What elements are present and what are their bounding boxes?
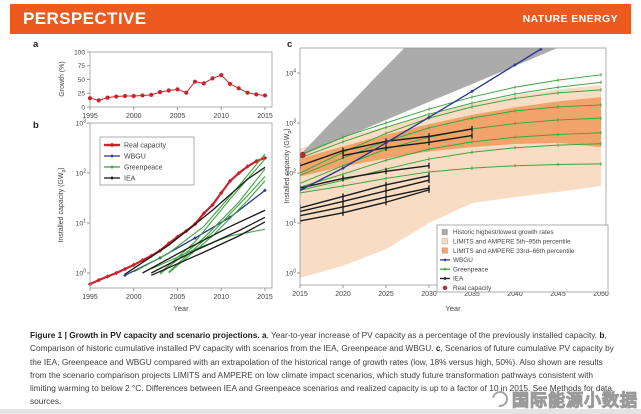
series-iea-4: [150, 221, 266, 276]
svg-text:25: 25: [78, 91, 86, 98]
svg-text:100: 100: [74, 49, 85, 56]
panel-label-a: a: [33, 39, 39, 50]
svg-text:2035: 2035: [464, 291, 480, 298]
legend-item-label: Real capacity: [453, 285, 492, 292]
svg-text:103: 103: [286, 119, 297, 128]
series-iea-c5: [300, 179, 430, 213]
svg-text:102: 102: [286, 169, 297, 178]
x-axis-label: Year: [445, 304, 461, 313]
svg-text:2020: 2020: [335, 291, 351, 298]
band-limits-ampere-33-66-percentile: [300, 97, 601, 177]
plot-frame: [89, 51, 273, 108]
svg-text:2030: 2030: [421, 291, 437, 298]
series-greenpeace-6: [151, 228, 266, 270]
series-greenpeace-3: [159, 168, 266, 275]
svg-text:101: 101: [76, 219, 87, 228]
svg-text:103: 103: [76, 119, 87, 128]
series-greenpeace-4: [168, 176, 266, 273]
svg-text:2005: 2005: [170, 294, 186, 301]
series-iea-c4: [300, 175, 430, 209]
panel-label-b: b: [33, 120, 39, 131]
series-iea-c7: [300, 189, 430, 222]
journal-name: NATURE ENERGY: [522, 13, 618, 25]
svg-text:101: 101: [286, 219, 297, 228]
svg-text:2000: 2000: [126, 113, 142, 120]
svg-text:2000: 2000: [126, 294, 142, 301]
panel-b-legend: Real capacity WBGU Greenpeace IEA: [99, 136, 195, 186]
plot-frame: [89, 122, 273, 289]
legend-item-label: Historic highest/lowest growth rates: [453, 229, 554, 236]
journal-header: PERSPECTIVE NATURE ENERGY: [10, 4, 631, 34]
svg-text:2005: 2005: [170, 113, 186, 120]
y-axis-label: Installed capacity (GWp): [58, 167, 67, 242]
svg-text:0: 0: [81, 104, 85, 111]
bottom-strip: [0, 409, 641, 414]
legend-item-label: IEA: [453, 276, 464, 283]
series-iea-3: [150, 216, 266, 274]
panel-label-c: c: [287, 39, 292, 50]
series-greenpeace-1: [133, 153, 266, 273]
panel-a: 0 25 50 75 100 1995 2000 2005 2010 2015 Growth (%)…: [33, 39, 273, 120]
svg-text:75: 75: [78, 63, 86, 70]
legend-item-label: Real capacity: [124, 142, 167, 149]
svg-text:100: 100: [286, 269, 297, 278]
panel-c-legend: Historic highest/lowest growth rates LIMI…: [436, 224, 609, 293]
series-greenpeace-c4: [300, 104, 602, 176]
svg-text:2010: 2010: [213, 113, 229, 120]
series-greenpeace-c8: [300, 163, 602, 194]
panel-b: 100 101 102 103 1995 2000 2005 2010 2015 Year Inst…: [33, 119, 273, 314]
svg-text:2045: 2045: [550, 291, 566, 298]
svg-text:2025: 2025: [378, 291, 394, 298]
svg-text:2010: 2010: [213, 294, 229, 301]
svg-text:2015: 2015: [257, 113, 273, 120]
point-real-capacity-2015: [299, 152, 306, 158]
svg-text:2050: 2050: [593, 291, 609, 298]
legend-item-label: LIMITS and AMPERE 33rd–66th percentile: [453, 248, 575, 255]
series-iea-c2: [342, 134, 473, 157]
legend-item-label: IEA: [124, 175, 136, 182]
svg-text:50: 50: [78, 77, 86, 84]
band-historic-growth-rate-range: [300, 48, 558, 157]
svg-text:2015: 2015: [257, 294, 273, 301]
legend-item-label: Greenpeace: [124, 164, 163, 171]
svg-text:100: 100: [76, 269, 87, 278]
legend-item-label: WBGU: [124, 153, 146, 160]
legend-item-label: LIMITS and AMPERE 5th–95th percentile: [453, 239, 571, 246]
article-type-label: PERSPECTIVE: [23, 9, 147, 28]
x-axis-label: Year: [173, 304, 189, 313]
svg-text:2015: 2015: [292, 291, 308, 298]
y-axis-label: Growth (%): [59, 61, 66, 96]
svg-text:104: 104: [286, 69, 297, 78]
y-axis-label: Installed capacity (GWp): [284, 128, 293, 203]
series-iea-c3: [300, 164, 430, 189]
panel-c: 100 101 102 103 104 2015 2020 2025 2030 2035 2040 2…: [284, 39, 609, 313]
series-iea-2: [142, 209, 266, 274]
series-iea-1: [124, 166, 266, 275]
svg-text:102: 102: [76, 169, 87, 178]
legend-item-label: Greenpeace: [453, 266, 489, 273]
legend-item-label: WBGU: [453, 257, 473, 264]
series-greenpeace-5: [168, 180, 266, 274]
series-iea-c6: [300, 187, 430, 217]
figure-caption: Figure 1 | Growth in PV capacity and sce…: [30, 330, 614, 407]
series-greenpeace-c1: [300, 74, 602, 156]
svg-text:1995: 1995: [82, 294, 98, 301]
series-greenpeace-c7: [300, 143, 602, 191]
svg-text:1995: 1995: [82, 113, 98, 120]
series-greenpeace-c6: [300, 132, 602, 188]
series-greenpeace-c2: [300, 81, 602, 159]
svg-text:2040: 2040: [507, 291, 523, 298]
